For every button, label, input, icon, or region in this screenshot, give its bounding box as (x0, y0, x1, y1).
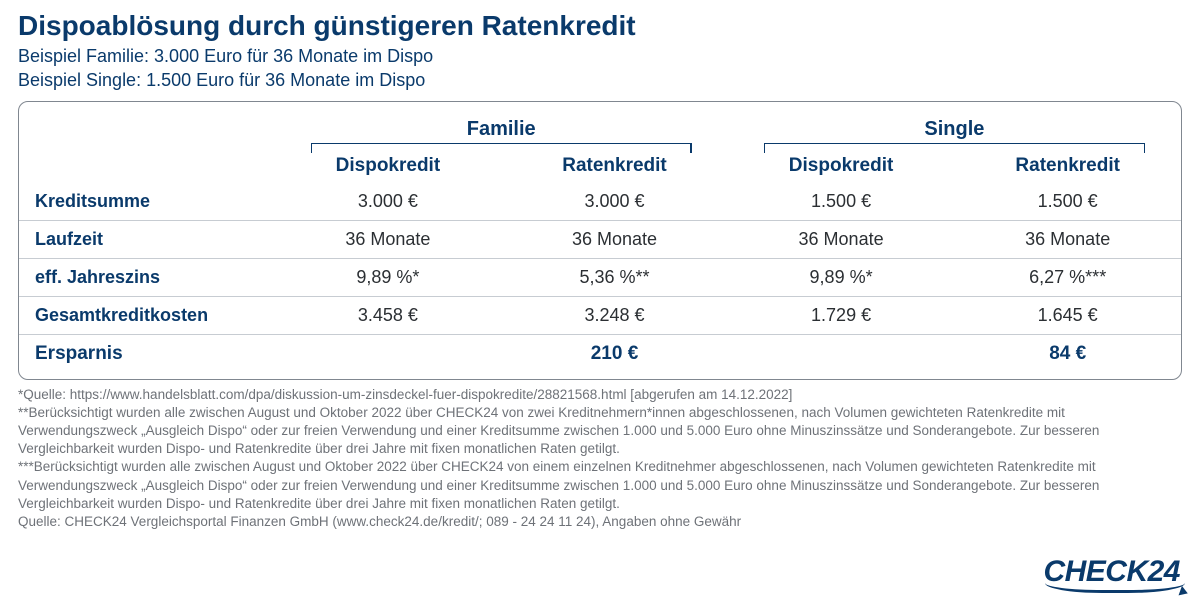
cell: 1.729 € (728, 296, 955, 334)
table-row-laufzeit: Laufzeit 36 Monate 36 Monate 36 Monate 3… (19, 220, 1181, 258)
cell: 1.500 € (954, 183, 1181, 221)
comparison-table-container: Familie Single Dispokredit Ratenkredit D… (18, 101, 1182, 380)
cell: 5,36 %** (501, 258, 728, 296)
table-row-kreditsumme: Kreditsumme 3.000 € 3.000 € 1.500 € 1.50… (19, 183, 1181, 221)
cell: 6,27 %*** (954, 258, 1181, 296)
cell: 84 € (954, 334, 1181, 373)
group-header-familie: Familie (275, 110, 728, 153)
col-header-sin-raten: Ratenkredit (954, 153, 1181, 183)
logo-swoosh-icon (1045, 583, 1185, 593)
comparison-table: Familie Single Dispokredit Ratenkredit D… (19, 110, 1181, 373)
cell: 36 Monate (954, 220, 1181, 258)
footnote-3: ***Berücksichtigt wurden alle zwischen A… (18, 458, 1182, 513)
cell: 3.000 € (501, 183, 728, 221)
col-header-sin-dispo: Dispokredit (728, 153, 955, 183)
row-label: Ersparnis (19, 334, 275, 373)
footnotes: *Quelle: https://www.handelsblatt.com/dp… (18, 386, 1182, 532)
cell (728, 334, 955, 373)
page-title: Dispoablösung durch günstigeren Ratenkre… (18, 10, 1182, 42)
cell (275, 334, 502, 373)
cell: 3.000 € (275, 183, 502, 221)
footnote-4: Quelle: CHECK24 Vergleichsportal Finanze… (18, 513, 1182, 531)
row-label: Laufzeit (19, 220, 275, 258)
cell: 36 Monate (275, 220, 502, 258)
cell: 36 Monate (501, 220, 728, 258)
row-label: eff. Jahreszins (19, 258, 275, 296)
footnote-2: **Berücksichtigt wurden alle zwischen Au… (18, 404, 1182, 459)
bracket-icon (311, 143, 692, 153)
header-empty (19, 153, 275, 183)
cell: 9,89 %* (728, 258, 955, 296)
check24-logo: CHECK24 (1043, 555, 1180, 589)
cell: 1.500 € (728, 183, 955, 221)
table-row-ersparnis: Ersparnis 210 € 84 € (19, 334, 1181, 373)
logo-arrow-icon (1179, 586, 1190, 598)
cell: 9,89 %* (275, 258, 502, 296)
cell: 36 Monate (728, 220, 955, 258)
group-label-familie: Familie (467, 118, 536, 140)
cell: 210 € (501, 334, 728, 373)
table-row-gesamt: Gesamtkreditkosten 3.458 € 3.248 € 1.729… (19, 296, 1181, 334)
group-header-single: Single (728, 110, 1181, 153)
header-empty (19, 110, 275, 153)
col-header-fam-raten: Ratenkredit (501, 153, 728, 183)
cell: 3.248 € (501, 296, 728, 334)
table-row-zins: eff. Jahreszins 9,89 %* 5,36 %** 9,89 %*… (19, 258, 1181, 296)
row-label: Gesamtkreditkosten (19, 296, 275, 334)
cell: 3.458 € (275, 296, 502, 334)
cell: 1.645 € (954, 296, 1181, 334)
group-label-single: Single (924, 118, 984, 140)
subtitle-single: Beispiel Single: 1.500 Euro für 36 Monat… (18, 68, 1182, 92)
row-label: Kreditsumme (19, 183, 275, 221)
footnote-1: *Quelle: https://www.handelsblatt.com/dp… (18, 386, 1182, 404)
col-header-fam-dispo: Dispokredit (275, 153, 502, 183)
bracket-icon (764, 143, 1145, 153)
subtitle-familie: Beispiel Familie: 3.000 Euro für 36 Mona… (18, 44, 1182, 68)
